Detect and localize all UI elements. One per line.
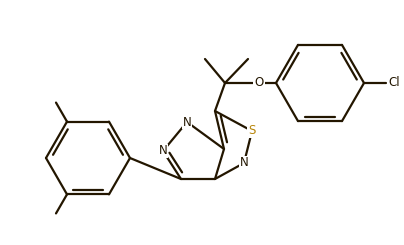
Text: N: N [159, 145, 167, 158]
Text: O: O [255, 76, 264, 89]
Text: N: N [183, 115, 191, 128]
Text: Cl: Cl [388, 76, 400, 89]
Text: N: N [240, 157, 248, 170]
Text: S: S [248, 124, 256, 137]
